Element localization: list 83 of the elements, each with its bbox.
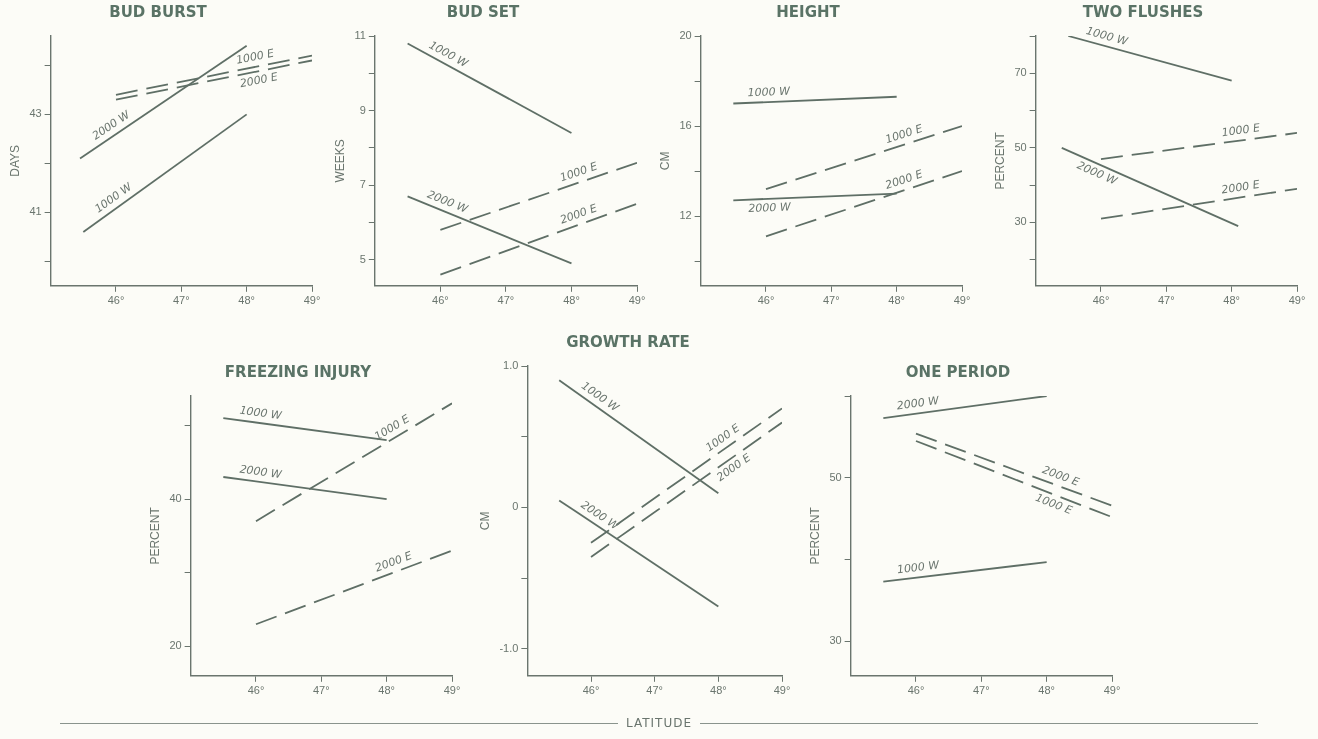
y-tick-label: 5 <box>359 252 366 265</box>
text: LATITUDE <box>625 716 694 730</box>
y-tick-label: 0 <box>512 500 519 513</box>
x-tick-label: 48° <box>378 684 395 697</box>
text: 2000 E <box>883 167 925 192</box>
text: 1000 W <box>426 38 472 71</box>
y-axis-title: PERCENT <box>992 131 1007 190</box>
y-tick-label: 7 <box>359 178 366 191</box>
text: 2000 W <box>238 462 284 482</box>
chart-title: FREEZING INJURY <box>224 362 373 381</box>
y-tick-label: 11 <box>354 29 366 42</box>
text: 1000 E <box>558 159 599 185</box>
x-tick-label: 46° <box>582 684 600 697</box>
text: 2000 E <box>1040 463 1081 489</box>
y-tick-label: 1.0 <box>503 359 519 372</box>
x-tick-label: 46° <box>907 684 925 697</box>
text: 1000 W <box>238 403 284 423</box>
y-tick-label: 30 <box>829 634 842 647</box>
y-tick-label: 41 <box>29 205 42 218</box>
y-tick-label: 70 <box>1014 66 1027 79</box>
y-axis-title: DAYS <box>7 145 22 177</box>
x-tick-label: 49° <box>303 294 321 307</box>
y-tick-label: 43 <box>29 107 42 120</box>
x-tick-label: 48° <box>1038 684 1055 697</box>
x-tick-label: 48° <box>710 684 727 697</box>
x-tick-label: 47° <box>497 294 515 307</box>
text: 2000 E <box>1220 177 1261 197</box>
chart-title: BUD BURST <box>109 2 208 21</box>
x-tick-label: 49° <box>1103 684 1121 697</box>
x-tick-label: 49° <box>953 294 971 307</box>
x-tick-label: 46° <box>247 684 265 697</box>
x-tick-label: 49° <box>773 684 791 697</box>
x-tick-label: 46° <box>1092 294 1110 307</box>
text: 1000 E <box>1033 491 1075 518</box>
y-axis-title: PERCENT <box>807 506 822 565</box>
chart-title: HEIGHT <box>776 2 841 21</box>
x-tick-label: 49° <box>443 684 461 697</box>
x-tick-label: 48° <box>1223 294 1240 307</box>
chart-title: BUD SET <box>446 2 521 21</box>
x-tick-label: 47° <box>173 294 190 307</box>
series-label: 2000 W <box>748 200 793 216</box>
text: 2000 W <box>425 187 471 217</box>
text: 1000 W <box>1084 24 1131 49</box>
x-tick-label: 47° <box>973 684 990 697</box>
chart-title: TWO FLUSHES <box>1082 2 1204 21</box>
x-tick-label: 49° <box>1288 294 1306 307</box>
y-tick-label: -1.0 <box>499 641 519 654</box>
y-tick-label: 30 <box>1014 215 1027 228</box>
x-tick-label: 48° <box>238 294 255 307</box>
text: 1000 W <box>896 558 941 577</box>
x-tick-label: 46° <box>432 294 449 307</box>
text: 1000 E <box>235 46 276 67</box>
x-tick-label: 48° <box>888 294 905 307</box>
y-tick-label: 40 <box>169 492 182 505</box>
x-tick-label: 46° <box>107 294 125 307</box>
x-tick-label: 47° <box>646 684 663 697</box>
y-tick-label: 20 <box>679 29 692 42</box>
y-axis-title: WEEKS <box>332 139 347 183</box>
series-label: 1000 W <box>747 84 792 100</box>
x-tick-label: 47° <box>1158 294 1175 307</box>
x-tick-label: 47° <box>313 684 330 697</box>
y-tick-label: 12 <box>679 209 692 222</box>
y-tick-label: 50 <box>1014 140 1027 153</box>
y-axis-title: CM <box>477 511 492 531</box>
text: 2000 W <box>896 393 941 413</box>
text: 1000 E <box>883 121 925 147</box>
y-tick-label: 16 <box>679 119 692 132</box>
y-axis-title: PERCENT <box>147 506 162 565</box>
text: 1000 E <box>1220 121 1261 140</box>
text: 2000 W <box>1075 158 1120 189</box>
y-tick-label: 20 <box>169 639 182 652</box>
text: 2000 E <box>373 548 414 575</box>
y-tick-label: 9 <box>359 103 366 116</box>
text: 2000 E <box>238 70 279 91</box>
chart-title: GROWTH RATE <box>566 332 690 351</box>
y-axis-title: CM <box>657 151 672 171</box>
text: 2000 E <box>558 201 599 227</box>
x-tick-label: 49° <box>628 294 646 307</box>
x-tick-label: 48° <box>563 294 580 307</box>
x-tick-label: 47° <box>823 294 840 307</box>
y-tick-label: 50 <box>829 470 842 483</box>
chart-title: ONE PERIOD <box>905 362 1011 381</box>
x-tick-label: 46° <box>757 294 775 307</box>
